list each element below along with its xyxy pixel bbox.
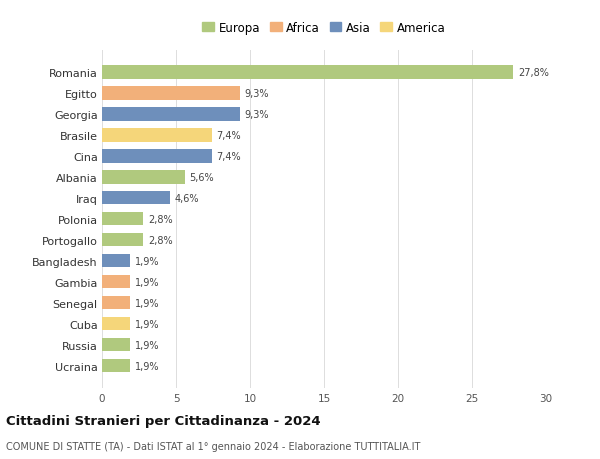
Text: 1,9%: 1,9% bbox=[134, 298, 159, 308]
Text: COMUNE DI STATTE (TA) - Dati ISTAT al 1° gennaio 2024 - Elaborazione TUTTITALIA.: COMUNE DI STATTE (TA) - Dati ISTAT al 1°… bbox=[6, 441, 421, 451]
Bar bbox=[102, 213, 143, 226]
Text: 1,9%: 1,9% bbox=[134, 319, 159, 329]
Bar bbox=[102, 150, 212, 163]
Text: 27,8%: 27,8% bbox=[518, 67, 549, 78]
Text: 9,3%: 9,3% bbox=[244, 110, 269, 119]
Bar bbox=[102, 170, 185, 184]
Bar bbox=[102, 129, 212, 142]
Text: 1,9%: 1,9% bbox=[134, 256, 159, 266]
Bar bbox=[102, 359, 130, 373]
Text: 7,4%: 7,4% bbox=[216, 130, 241, 140]
Text: 4,6%: 4,6% bbox=[175, 193, 199, 203]
Bar bbox=[102, 87, 239, 101]
Text: 5,6%: 5,6% bbox=[190, 172, 214, 182]
Bar bbox=[102, 254, 130, 268]
Text: 9,3%: 9,3% bbox=[244, 89, 269, 99]
Text: 2,8%: 2,8% bbox=[148, 214, 173, 224]
Bar bbox=[102, 317, 130, 330]
Bar bbox=[102, 338, 130, 352]
Bar bbox=[102, 66, 514, 79]
Legend: Europa, Africa, Asia, America: Europa, Africa, Asia, America bbox=[200, 19, 448, 37]
Bar bbox=[102, 275, 130, 289]
Bar bbox=[102, 191, 170, 205]
Text: 1,9%: 1,9% bbox=[134, 340, 159, 350]
Text: 2,8%: 2,8% bbox=[148, 235, 173, 245]
Text: 1,9%: 1,9% bbox=[134, 361, 159, 371]
Text: 7,4%: 7,4% bbox=[216, 151, 241, 162]
Bar bbox=[102, 296, 130, 310]
Bar bbox=[102, 233, 143, 247]
Text: 1,9%: 1,9% bbox=[134, 277, 159, 287]
Bar bbox=[102, 108, 239, 121]
Text: Cittadini Stranieri per Cittadinanza - 2024: Cittadini Stranieri per Cittadinanza - 2… bbox=[6, 414, 320, 428]
